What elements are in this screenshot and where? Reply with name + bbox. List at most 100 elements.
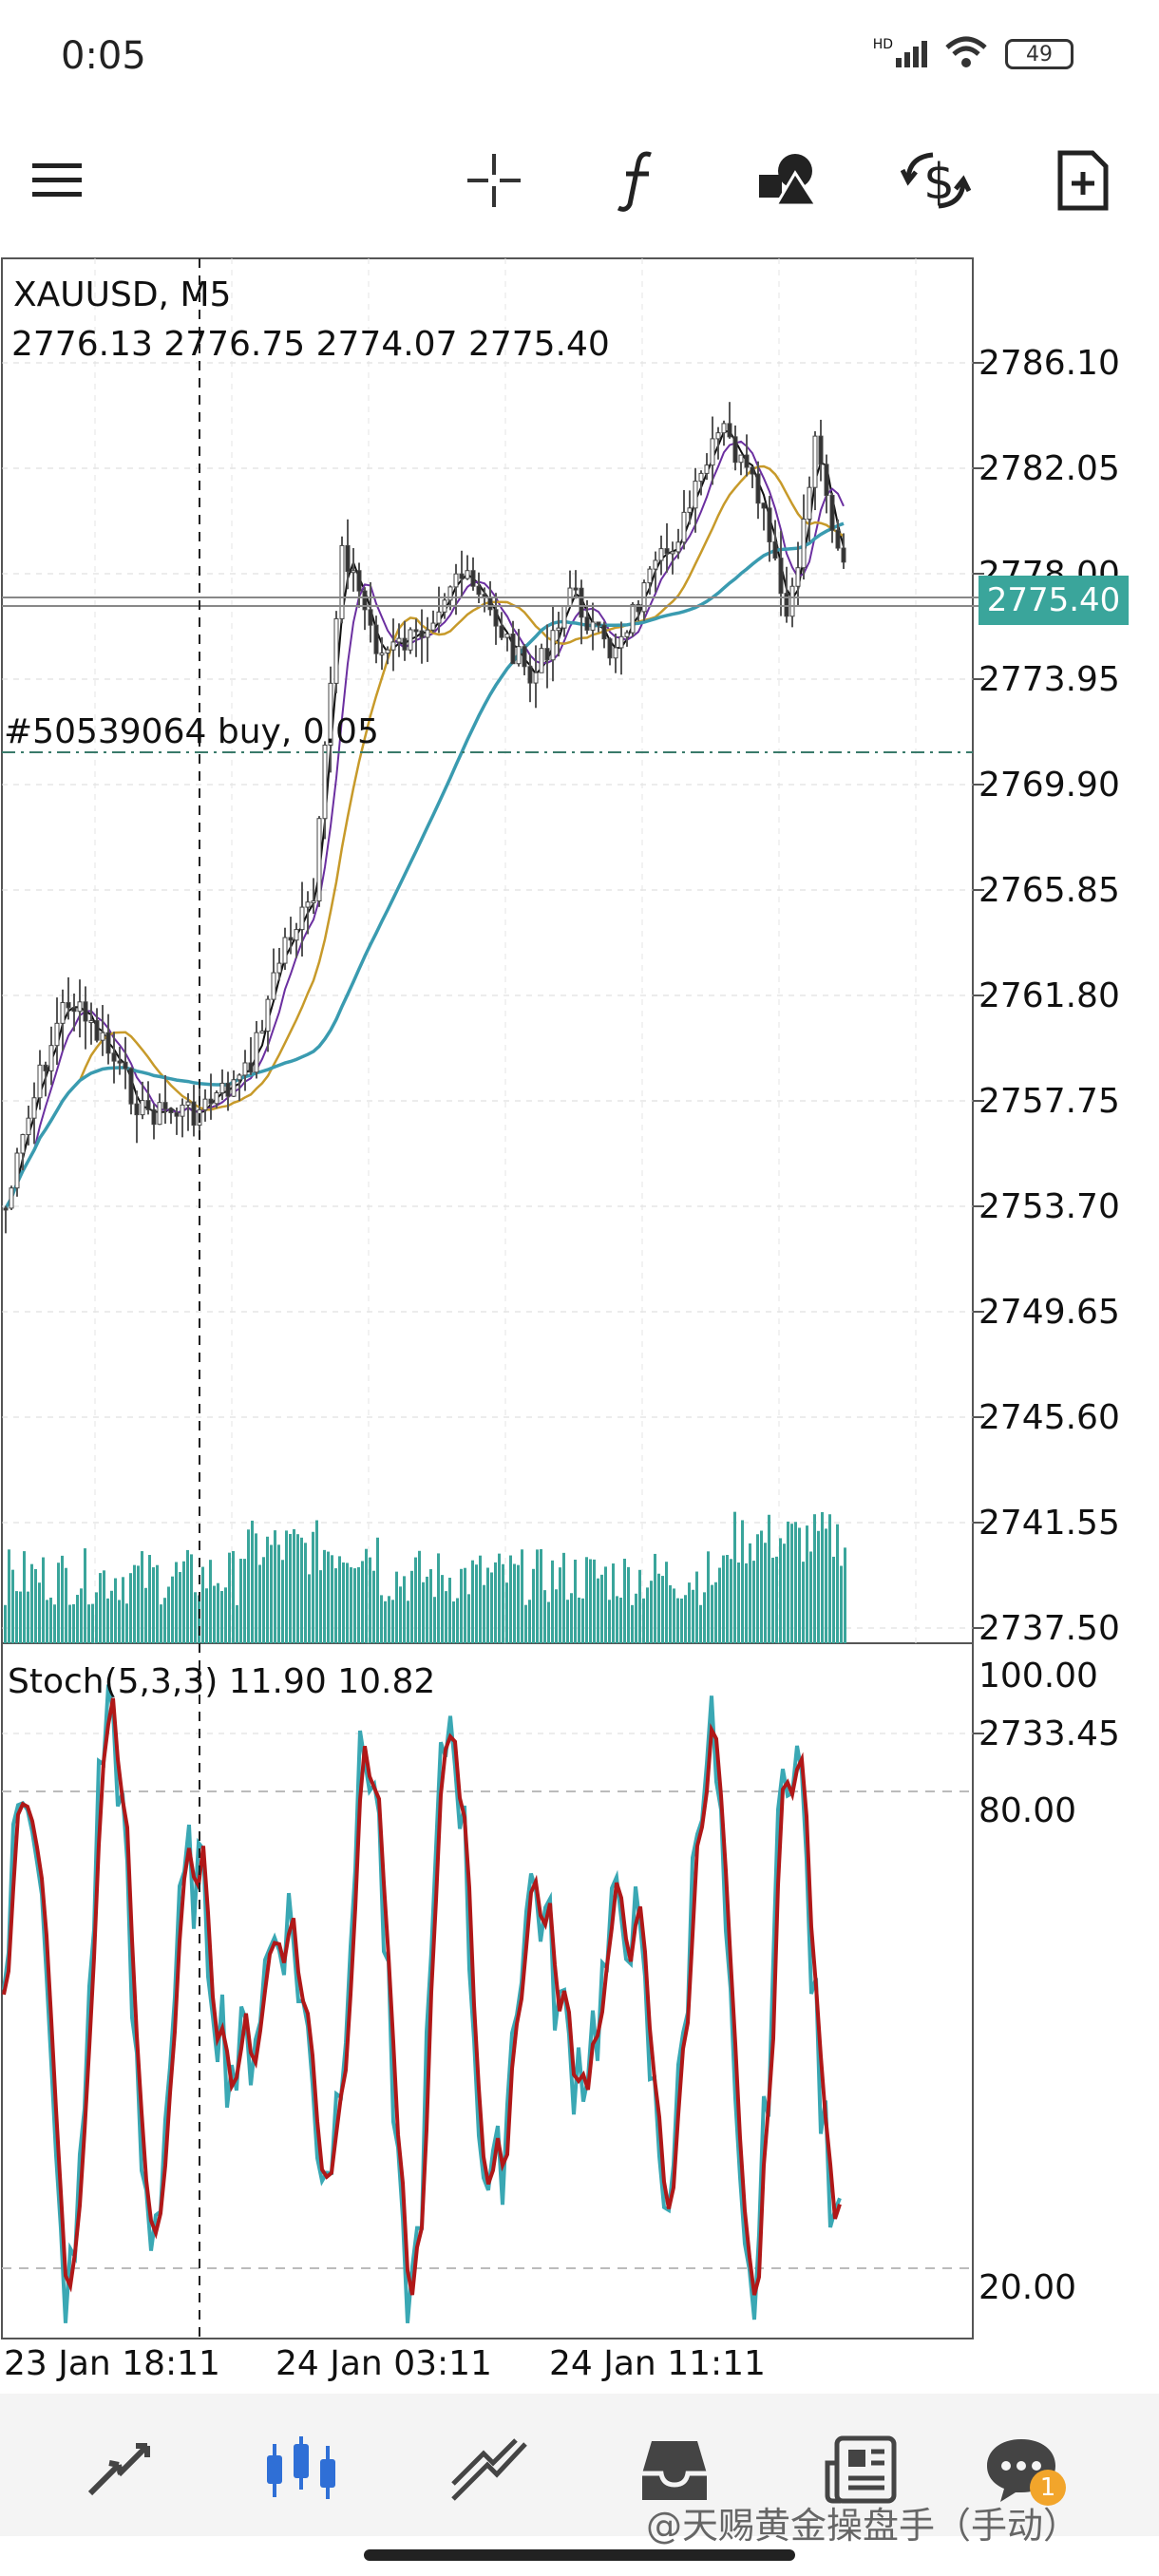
order-label[interactable]: #50539064 buy, 0.05 — [4, 712, 379, 751]
candle-body — [812, 435, 818, 488]
chart-frame — [1, 257, 974, 2339]
candle-body — [9, 1187, 14, 1209]
volume-bar — [733, 1511, 736, 1643]
candle-body — [465, 570, 470, 579]
history-icon[interactable] — [437, 2422, 542, 2517]
volume-bar — [650, 1581, 653, 1643]
volume-bar — [441, 1575, 444, 1643]
candle-body — [573, 587, 579, 591]
candle-body — [772, 540, 778, 559]
template-icon[interactable] — [1036, 133, 1130, 228]
volume-bar — [429, 1569, 432, 1643]
volume-bar — [714, 1582, 717, 1643]
volume-bar — [464, 1567, 466, 1643]
candle-body — [231, 1079, 237, 1097]
home-indicator[interactable] — [364, 2549, 795, 2561]
volume-bar — [809, 1551, 812, 1643]
volume-bar — [806, 1525, 808, 1643]
signal-icon: HD — [873, 37, 927, 67]
volume-bar — [46, 1600, 48, 1643]
candle-body — [795, 567, 801, 587]
volume-bar — [327, 1551, 330, 1643]
volume-bar — [768, 1514, 770, 1643]
chat-icon[interactable]: 1 — [969, 2422, 1074, 2517]
volume-bar — [707, 1551, 710, 1643]
candle-body — [288, 937, 294, 941]
indicators-icon[interactable] — [591, 133, 686, 228]
volume-bar — [334, 1568, 337, 1643]
candle-body — [459, 573, 465, 579]
volume-bar — [190, 1554, 193, 1643]
trade-icon[interactable] — [66, 2422, 171, 2517]
ohlc-label: 2776.13 2776.75 2774.07 2775.40 — [11, 325, 610, 364]
volume-bar — [680, 1598, 683, 1643]
volume-bar — [445, 1591, 447, 1643]
volume-bar — [555, 1589, 558, 1643]
volume-bar — [266, 1536, 269, 1643]
candle-body — [419, 630, 425, 638]
volume-bar — [502, 1563, 504, 1643]
volume-bar — [213, 1585, 216, 1643]
objects-icon[interactable] — [741, 133, 836, 228]
candle-body — [26, 1117, 31, 1136]
volume-bar — [274, 1530, 276, 1643]
timeframe-icon[interactable]: $ — [888, 133, 983, 228]
volume-bar — [365, 1548, 368, 1643]
volume-bar — [585, 1557, 588, 1643]
volume-bar — [156, 1564, 159, 1643]
chart-icon[interactable] — [249, 2422, 353, 2517]
candle-body — [789, 585, 795, 617]
candle-body — [601, 624, 607, 640]
candle-body — [738, 454, 744, 464]
candle-body — [237, 1074, 242, 1081]
inbox-icon[interactable] — [622, 2422, 727, 2517]
candle-body — [778, 558, 784, 595]
volume-bar — [562, 1552, 565, 1643]
candle-body — [202, 1098, 208, 1110]
candle-body — [294, 929, 299, 941]
stoch-axis-label: 80.00 — [978, 1791, 1077, 1830]
candle-body — [54, 1022, 60, 1047]
volume-bar — [673, 1588, 675, 1643]
volume-bar — [783, 1544, 786, 1643]
menu-icon[interactable] — [10, 133, 104, 228]
ma-line-14 — [4, 464, 845, 1209]
time-label-1: 24 Jan 03:11 — [276, 2344, 492, 2383]
volume-bar — [802, 1562, 805, 1643]
volume-bar — [692, 1589, 694, 1643]
volume-bar — [638, 1569, 641, 1643]
volume-bar — [711, 1584, 713, 1643]
volume-bar — [817, 1530, 820, 1643]
volume-bar — [498, 1553, 501, 1643]
volume-bar — [726, 1554, 729, 1643]
news-icon[interactable] — [808, 2422, 912, 2517]
candle-body — [596, 621, 601, 626]
candle-body — [784, 593, 789, 617]
candle-body — [305, 901, 311, 908]
volume-bar — [277, 1544, 280, 1643]
crosshair-icon[interactable] — [446, 133, 542, 228]
candle-body — [653, 559, 658, 570]
price-chart-canvas[interactable] — [0, 256, 1159, 2375]
watermark: @天赐黄金操盘手（手动） — [646, 2505, 1080, 2547]
volume-bar — [84, 1548, 86, 1643]
volume-bar — [703, 1592, 706, 1643]
volume-bar — [106, 1598, 109, 1643]
volume-bar — [547, 1601, 550, 1643]
volume-bar — [91, 1603, 94, 1643]
candle-body — [425, 629, 430, 638]
volume-bar — [133, 1564, 136, 1643]
volume-bar — [718, 1567, 721, 1643]
volume-bar — [175, 1562, 178, 1643]
volume-bar — [646, 1587, 649, 1643]
volume-bar — [376, 1537, 379, 1643]
volume-bar — [566, 1600, 569, 1643]
volume-bar — [224, 1587, 227, 1643]
volume-bar — [745, 1563, 748, 1643]
candle-body — [613, 647, 618, 659]
candle-body — [750, 466, 755, 475]
chart-area[interactable]: XAUUSD, M5 2776.13 2776.75 2774.07 2775.… — [0, 256, 1159, 2440]
volume-bar — [475, 1564, 478, 1643]
volume-bar — [570, 1593, 573, 1643]
candle-body — [744, 454, 750, 468]
